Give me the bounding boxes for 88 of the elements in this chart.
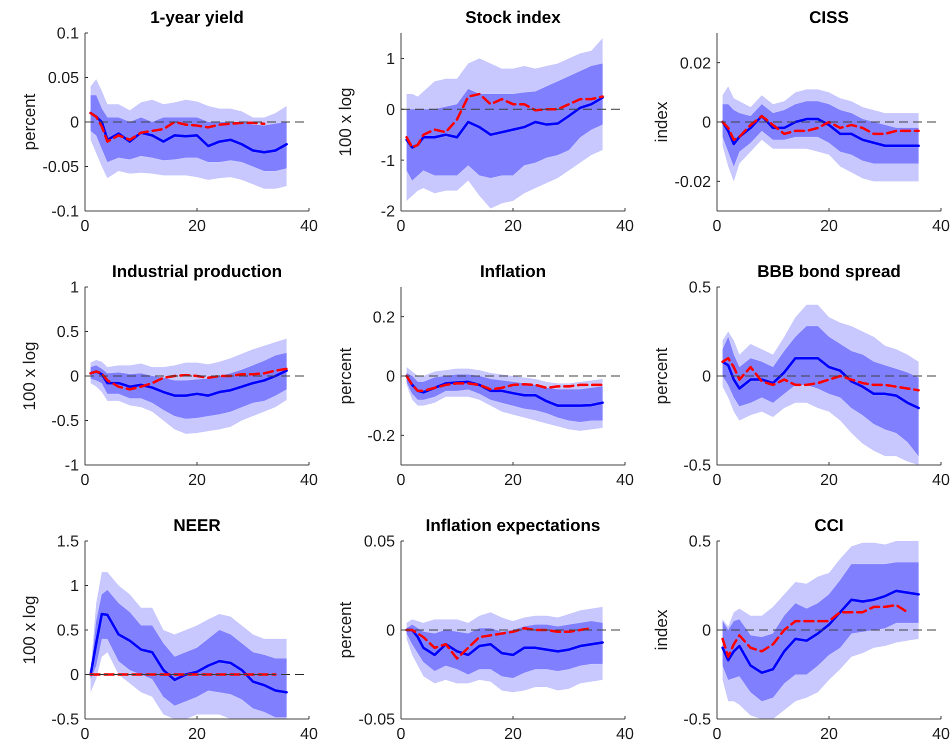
x-tick-label: 20 [188,472,206,489]
y-axis-title: percent [652,347,671,404]
x-tick-label: 0 [712,472,722,489]
x-tick-label: 0 [396,726,406,743]
chart-title: Inflation expectations [426,516,600,535]
x-tick-label: 20 [820,472,838,489]
chart-title: NEER [173,516,221,535]
chart-title: Inflation [480,262,546,281]
y-tick-label: 0 [70,114,80,132]
y-axis-title: index [652,609,671,650]
line-series [405,374,604,392]
y-tick-label: 0 [702,368,712,386]
line-series [89,112,266,143]
y-tick-label: 0 [386,368,396,386]
y-tick-label: -1 [64,458,80,475]
y-axis-title: index [652,101,671,142]
chart-title: CISS [809,8,849,27]
x-tick-label: 20 [504,218,522,235]
y-tick-label: -0.1 [51,204,80,221]
y-tick-label: 0 [386,102,396,119]
y-tick-label: -0.2 [367,428,396,445]
y-tick-label: 0.05 [364,534,396,551]
y-tick-label: 0.2 [372,309,396,326]
x-tick-label: 0 [712,218,722,235]
x-tick-label: 0 [80,218,90,235]
y-tick-label: -0.02 [674,174,712,191]
y-axis-title: 100 x log [20,342,39,410]
x-tick-label: 20 [820,218,838,235]
chart-title: CCI [814,516,844,535]
x-tick-label: 0 [80,726,90,743]
line-series [89,368,288,391]
x-tick-label: 40 [300,726,318,743]
x-tick-label: 20 [504,472,522,489]
y-tick-label: 1.5 [56,534,80,551]
x-tick-label: 20 [820,726,838,743]
y-tick-label: 0.5 [688,534,712,551]
x-tick-label: 0 [712,726,722,743]
x-tick-label: 20 [504,726,522,743]
line-series [89,612,288,694]
y-tick-label: -0.5 [51,712,80,729]
y-tick-label: -0.5 [683,712,712,729]
x-tick-label: 40 [616,472,634,489]
line-series [721,590,920,674]
y-axis-title: percent [336,347,355,404]
x-tick-label: 0 [80,472,90,489]
y-tick-label: 0 [702,622,712,640]
y-tick-label: 1 [386,51,396,68]
y-tick-label: 0 [70,368,80,386]
line-series [721,356,920,410]
x-tick-label: 40 [932,726,950,743]
x-tick-label: 20 [188,218,206,235]
line-series [721,114,920,142]
x-tick-label: 40 [300,472,318,489]
y-tick-label: -0.05 [358,712,396,729]
y-tick-label: 0 [386,622,396,640]
chart-title: BBB bond spread [757,262,901,281]
y-tick-label: 1 [70,578,80,596]
x-tick-label: 40 [616,726,634,743]
x-tick-label: 40 [932,472,950,489]
y-tick-label: 0.05 [48,70,80,88]
y-axis-title: percent [20,93,39,150]
chart-title: Industrial production [112,262,282,281]
chart-title: 1-year yield [150,8,244,27]
y-axis-title: 100 x log [20,596,39,664]
y-tick-label: 0.1 [56,26,80,43]
y-tick-label: -0.05 [42,159,80,176]
x-tick-label: 40 [616,218,634,235]
x-tick-label: 0 [396,472,406,489]
line-series [721,356,920,392]
y-tick-label: 0.5 [56,324,80,342]
y-tick-label: -0.5 [51,413,80,430]
line-series [721,604,909,658]
x-tick-label: 40 [300,218,318,235]
x-tick-label: 20 [188,726,206,743]
y-axis-title: percent [336,601,355,658]
y-tick-label: 0.5 [688,280,712,297]
y-tick-label: 0 [702,114,712,132]
y-tick-label: -2 [380,204,396,221]
y-tick-label: 0.02 [680,55,712,72]
y-tick-label: -0.5 [683,458,712,475]
x-tick-label: 40 [932,218,950,235]
y-tick-label: 0.5 [56,622,80,640]
y-tick-label: -1 [380,152,396,170]
chart-title: Stock index [465,8,562,27]
x-tick-label: 0 [396,218,406,235]
y-tick-label: 1 [70,280,80,297]
y-axis-title: 100 x log [336,88,355,156]
y-tick-label: 0 [70,667,80,684]
